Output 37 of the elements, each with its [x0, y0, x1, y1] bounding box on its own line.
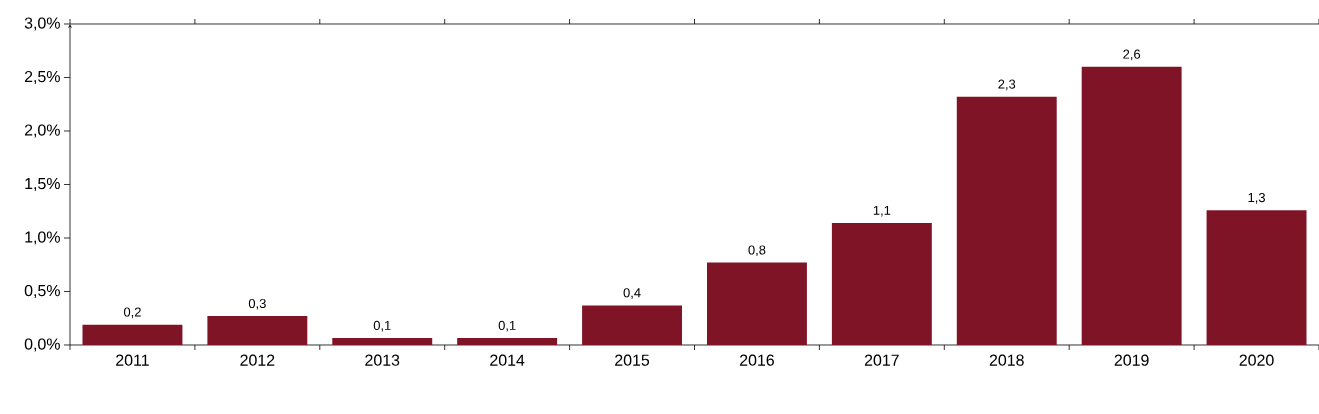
- data-label: 0,2: [123, 307, 141, 319]
- data-label: 1,1: [873, 205, 891, 217]
- x-tick-label: 2018: [989, 354, 1024, 366]
- y-tick-label: 1,0%: [25, 231, 60, 245]
- data-label: 0,1: [373, 320, 391, 332]
- bar: [706, 262, 807, 345]
- data-label: 0,8: [748, 245, 766, 257]
- x-tick-label: 2011: [116, 354, 149, 366]
- y-tick-label: 0,0%: [24, 338, 60, 352]
- data-label: 2,3: [998, 79, 1016, 91]
- data-label: 1,3: [1248, 192, 1265, 204]
- x-tick-label: 2015: [615, 354, 650, 366]
- bar: [831, 223, 932, 345]
- y-tick-label: 2,5%: [24, 70, 60, 85]
- bar: [956, 96, 1057, 345]
- bar: [332, 338, 433, 345]
- data-label: 0,1: [498, 320, 516, 332]
- bar: [1206, 210, 1307, 345]
- x-tick-label: 2012: [240, 354, 275, 366]
- y-tick-label: 1,5%: [25, 177, 60, 192]
- y-tick-label: 0,5%: [24, 284, 60, 299]
- x-tick-label: 2016: [740, 354, 774, 366]
- bar: [1081, 66, 1182, 345]
- x-tick-label: 2019: [1114, 354, 1149, 366]
- bar: [582, 305, 683, 345]
- x-tick-label: 2013: [365, 354, 400, 366]
- data-label: 0,4: [623, 288, 641, 299]
- y-tick-label: 2,0%: [24, 124, 60, 138]
- bar: [457, 338, 558, 345]
- x-tick-label: 2014: [490, 354, 525, 366]
- bar: [82, 324, 183, 345]
- data-label: 0,3: [248, 298, 266, 310]
- data-label: 2,6: [1123, 49, 1141, 61]
- y-tick-label: 3,0%: [24, 17, 60, 31]
- bar: [207, 316, 308, 345]
- x-tick-label: 2017: [864, 354, 899, 366]
- x-tick-label: 2020: [1239, 354, 1274, 366]
